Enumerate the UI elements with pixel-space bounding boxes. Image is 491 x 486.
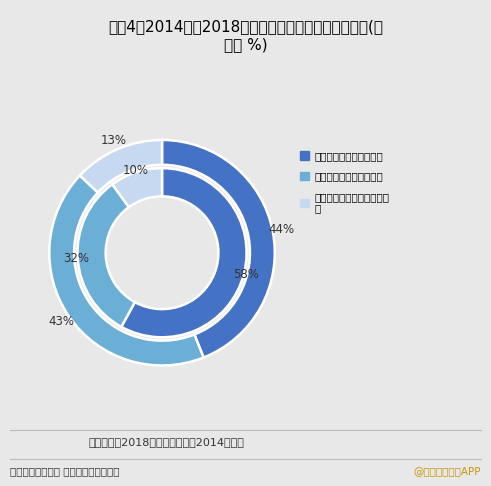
Wedge shape [121,168,246,337]
Text: 注：外环为2018年数据，内环为2014年数据: 注：外环为2018年数据，内环为2014年数据 [88,437,244,448]
Text: 13%: 13% [101,135,127,147]
Text: 58%: 58% [233,268,258,281]
Wedge shape [162,140,275,358]
Text: 32%: 32% [63,252,89,265]
Text: 图表4：2014年和2018年中国垃圾无害化处理能力结构(单
位： %): 图表4：2014年和2018年中国垃圾无害化处理能力结构(单 位： %) [108,19,383,52]
Text: 10%: 10% [122,164,148,177]
Wedge shape [112,168,162,207]
Legend: 垃圾填埋无害化处理能力, 垃圾焚烧无害化处理能力, 垃圾综合处理无害化处理能
力: 垃圾填埋无害化处理能力, 垃圾焚烧无害化处理能力, 垃圾综合处理无害化处理能 力 [300,151,389,213]
Wedge shape [49,175,204,365]
Text: 44%: 44% [269,224,295,236]
Text: @前瞻经济学人APP: @前瞻经济学人APP [414,467,481,476]
Text: 43%: 43% [48,314,74,328]
Wedge shape [80,140,162,192]
Text: 资料来源：住建部 前瞻产业研究院整理: 资料来源：住建部 前瞻产业研究院整理 [10,467,119,476]
Wedge shape [78,184,135,327]
